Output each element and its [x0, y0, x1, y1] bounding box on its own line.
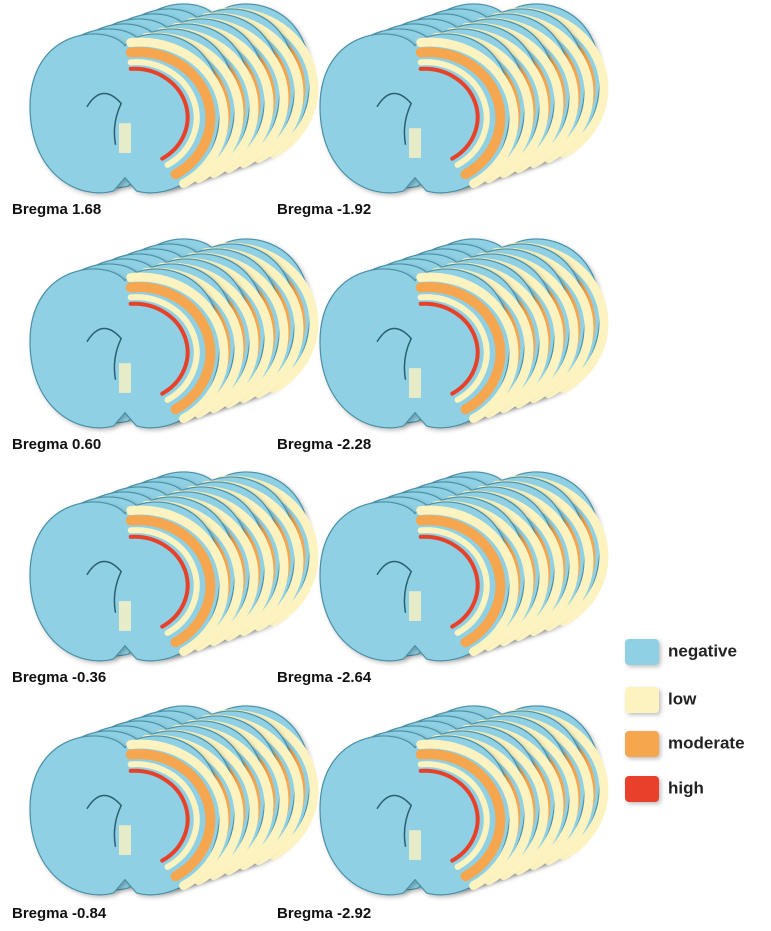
panel-label: Bregma -2.28 — [277, 436, 371, 453]
brain-panel — [30, 239, 314, 428]
panel-label: Bregma -2.92 — [277, 905, 371, 922]
legend-swatch — [625, 687, 659, 713]
legend-swatch — [625, 776, 659, 802]
low-region — [119, 363, 131, 393]
low-region — [409, 830, 421, 860]
low-region — [409, 591, 421, 621]
brain-panel — [320, 472, 604, 661]
panel-label: Bregma -2.64 — [277, 669, 372, 686]
brain-panel — [320, 239, 604, 428]
low-region — [409, 128, 421, 158]
legend-label: high — [668, 778, 704, 797]
brain-panel — [320, 4, 604, 193]
legend-label: moderate — [668, 733, 745, 752]
low-region — [119, 601, 131, 631]
low-region — [119, 123, 131, 153]
panel-label: Bregma 1.68 — [12, 201, 101, 218]
brain-panel — [30, 4, 314, 193]
panel-label: Bregma -0.84 — [12, 905, 107, 922]
brain-panel — [320, 706, 604, 895]
brain-panel — [30, 706, 314, 895]
brain-panel — [30, 472, 314, 661]
low-region — [409, 368, 421, 398]
legend-label: low — [668, 689, 697, 708]
figure: Bregma 1.68 Bregma 0.60 Bregma -0.36 Bregma… — [0, 0, 771, 931]
legend-swatch — [625, 731, 659, 757]
legend-swatch — [625, 639, 659, 665]
low-region — [119, 825, 131, 855]
panel-label: Bregma -1.92 — [277, 201, 371, 218]
legend-label: negative — [668, 641, 737, 660]
panel-label: Bregma -0.36 — [12, 669, 106, 686]
panel-label: Bregma 0.60 — [12, 436, 101, 453]
